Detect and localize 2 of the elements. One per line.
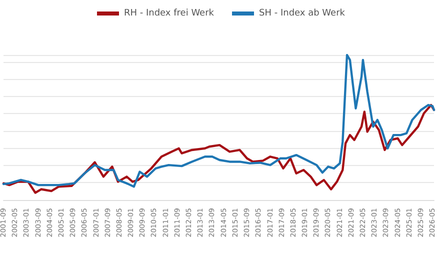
legend-label: RH - Index frei Werk bbox=[124, 8, 215, 18]
legend-label: SH - Index ab Werk bbox=[259, 8, 346, 18]
